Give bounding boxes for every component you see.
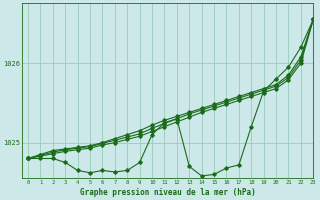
X-axis label: Graphe pression niveau de la mer (hPa): Graphe pression niveau de la mer (hPa) bbox=[80, 188, 255, 197]
